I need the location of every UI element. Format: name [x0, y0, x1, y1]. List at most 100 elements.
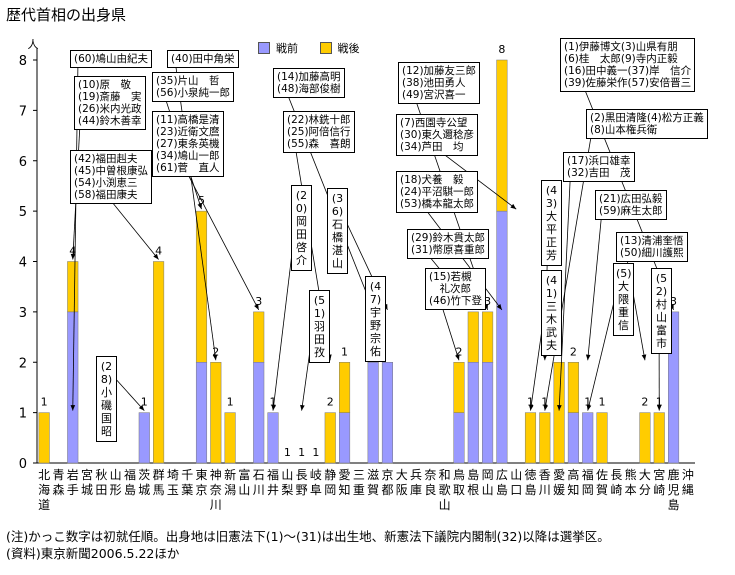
x-tick-label: 島 [524, 482, 536, 497]
x-tick-label: 新 [224, 467, 236, 482]
x-tick-label: 庫 [410, 483, 422, 497]
annotation-arrowhead [212, 354, 218, 361]
x-tick-label: 田 [95, 483, 107, 497]
x-tick-label: 秋 [95, 468, 107, 482]
y-tick-label: 3 [19, 306, 27, 321]
annotation-arrowhead [138, 404, 145, 411]
annotation-arrowhead [300, 404, 305, 411]
x-tick-label: 城 [138, 483, 150, 497]
x-tick-label: 知 [567, 483, 579, 497]
x-tick-label: 埼 [167, 468, 179, 482]
annotation-box: (29)鈴木貫太郎 (31)幣原喜重郎 [407, 229, 490, 259]
notes: (注)かっこ数字は初就任順。出身地は旧憲法下(1)〜(31)は出生地、新憲法下議… [6, 528, 610, 562]
bar-prewar [339, 412, 351, 464]
bar-total-label: 8 [498, 43, 505, 56]
x-tick-label: 野 [296, 483, 308, 497]
x-tick-label: 潟 [224, 483, 236, 497]
annotation-arrowhead [254, 303, 259, 310]
x-tick-label: 福 [124, 467, 136, 482]
x-tick-label: 富 [238, 467, 250, 482]
x-tick-label: 和 [439, 468, 451, 482]
legend-swatch-postwar [319, 42, 332, 54]
bar-postwar [482, 311, 494, 363]
annotation-box: (42)福田赳夫 (45)中曽根康弘 (54)小渕恵三 (58)福田康夫 [70, 150, 153, 204]
x-tick-label: 道 [38, 498, 50, 512]
x-tick-label: 海 [38, 482, 50, 497]
annotation-arrowhead [70, 253, 76, 260]
x-tick-label: 石 [253, 468, 265, 482]
x-tick-label: 宮 [653, 467, 665, 482]
bar-total-label: 4 [69, 245, 76, 258]
x-tick-label: 岡 [582, 483, 594, 497]
bar-postwar [224, 412, 236, 464]
x-tick-label: 三 [353, 468, 365, 482]
x-tick-label: 東 [195, 468, 207, 482]
annotation-arrowhead [70, 405, 76, 411]
x-tick-label: 崎 [610, 483, 622, 497]
bar-total-label: 1 [584, 396, 591, 409]
x-tick-label: 縄 [682, 482, 694, 497]
x-tick-label: 分 [639, 483, 651, 497]
bar-postwar [653, 412, 665, 464]
bar-total-label: 1 [298, 446, 305, 459]
x-tick-label: 山 [510, 468, 522, 482]
annotation-box: (22)林銑十郎 (25)阿倍信行 (55)森 喜朗 [283, 111, 355, 153]
bar-total-label: 1 [312, 446, 319, 459]
bar-total-label: 1 [227, 396, 234, 409]
bar-prewar [195, 362, 208, 464]
bar-postwar [153, 261, 165, 464]
bar-postwar [496, 59, 508, 212]
source-text: (資料)東京新聞2006.5.22ほか [6, 546, 180, 561]
x-tick-label: 形 [110, 483, 122, 497]
x-tick-label: 崎 [653, 483, 665, 497]
bar-postwar [539, 412, 551, 464]
legend-label-prewar: 戦前 [276, 42, 298, 55]
annotation-box: (51)羽田 孜 [309, 290, 330, 363]
y-tick-label: 7 [19, 104, 27, 119]
bar-total-label: 1 [41, 396, 48, 409]
bar-total-label: 3 [484, 295, 491, 308]
bar-total-label: 1 [599, 396, 606, 409]
x-tick-label: 山 [281, 468, 293, 482]
x-tick-label: 静 [324, 468, 336, 482]
x-tick-label: 馬 [153, 483, 165, 497]
x-tick-label: 岐 [310, 468, 322, 482]
x-tick-label: 岡 [324, 483, 336, 497]
x-tick-label: 奈 [424, 468, 436, 482]
bar-postwar [467, 311, 479, 363]
bar-postwar [38, 412, 50, 464]
x-tick-label: 玉 [167, 483, 179, 497]
x-tick-label: 賀 [596, 483, 608, 497]
y-tick-label: 5 [19, 205, 27, 220]
annotation-box: (52)村山富市 [651, 268, 672, 354]
bar-postwar [453, 362, 465, 413]
annotation-box: (36)石橋湛山 [327, 188, 348, 274]
annotation-arrowhead [528, 404, 534, 411]
y-tick-label: 4 [19, 256, 27, 271]
x-tick-label: 宮 [81, 467, 93, 482]
y-tick-label: 8 [19, 54, 27, 69]
annotation-box: (40)田中角栄 [167, 50, 239, 68]
legend-item-postwar: 戦後 [319, 40, 360, 56]
x-tick-label: 梨 [281, 483, 293, 497]
x-tick-label: 長 [296, 468, 308, 482]
bar-prewar [367, 362, 379, 464]
annotation-box: (17)浜口雄幸 (32)吉田 茂 [563, 152, 635, 182]
annotation-arrowhead [656, 405, 662, 411]
bar-postwar [553, 362, 565, 464]
annotation-leader-line [587, 199, 604, 361]
legend-item-prewar: 戦前 [258, 40, 298, 56]
bar-total-label: 1 [541, 396, 548, 409]
x-tick-label: 森 [52, 482, 64, 497]
bar-postwar [524, 412, 537, 464]
annotation-box: (35)片山 哲 (56)小泉純一郎 [152, 72, 235, 102]
annotation-box: (10)原 敬 (19)斎藤 実 (26)米内光政 (44)鈴木善幸 [74, 76, 146, 130]
x-tick-label: 島 [668, 497, 680, 512]
x-tick-label: 千 [181, 468, 193, 482]
x-tick-label: 都 [381, 483, 393, 497]
bar-postwar [324, 412, 336, 464]
x-tick-label: 賀 [367, 483, 379, 497]
bar-postwar [567, 362, 579, 413]
bar-total-label: 1 [527, 396, 534, 409]
bar-total-label: 2 [570, 345, 577, 358]
